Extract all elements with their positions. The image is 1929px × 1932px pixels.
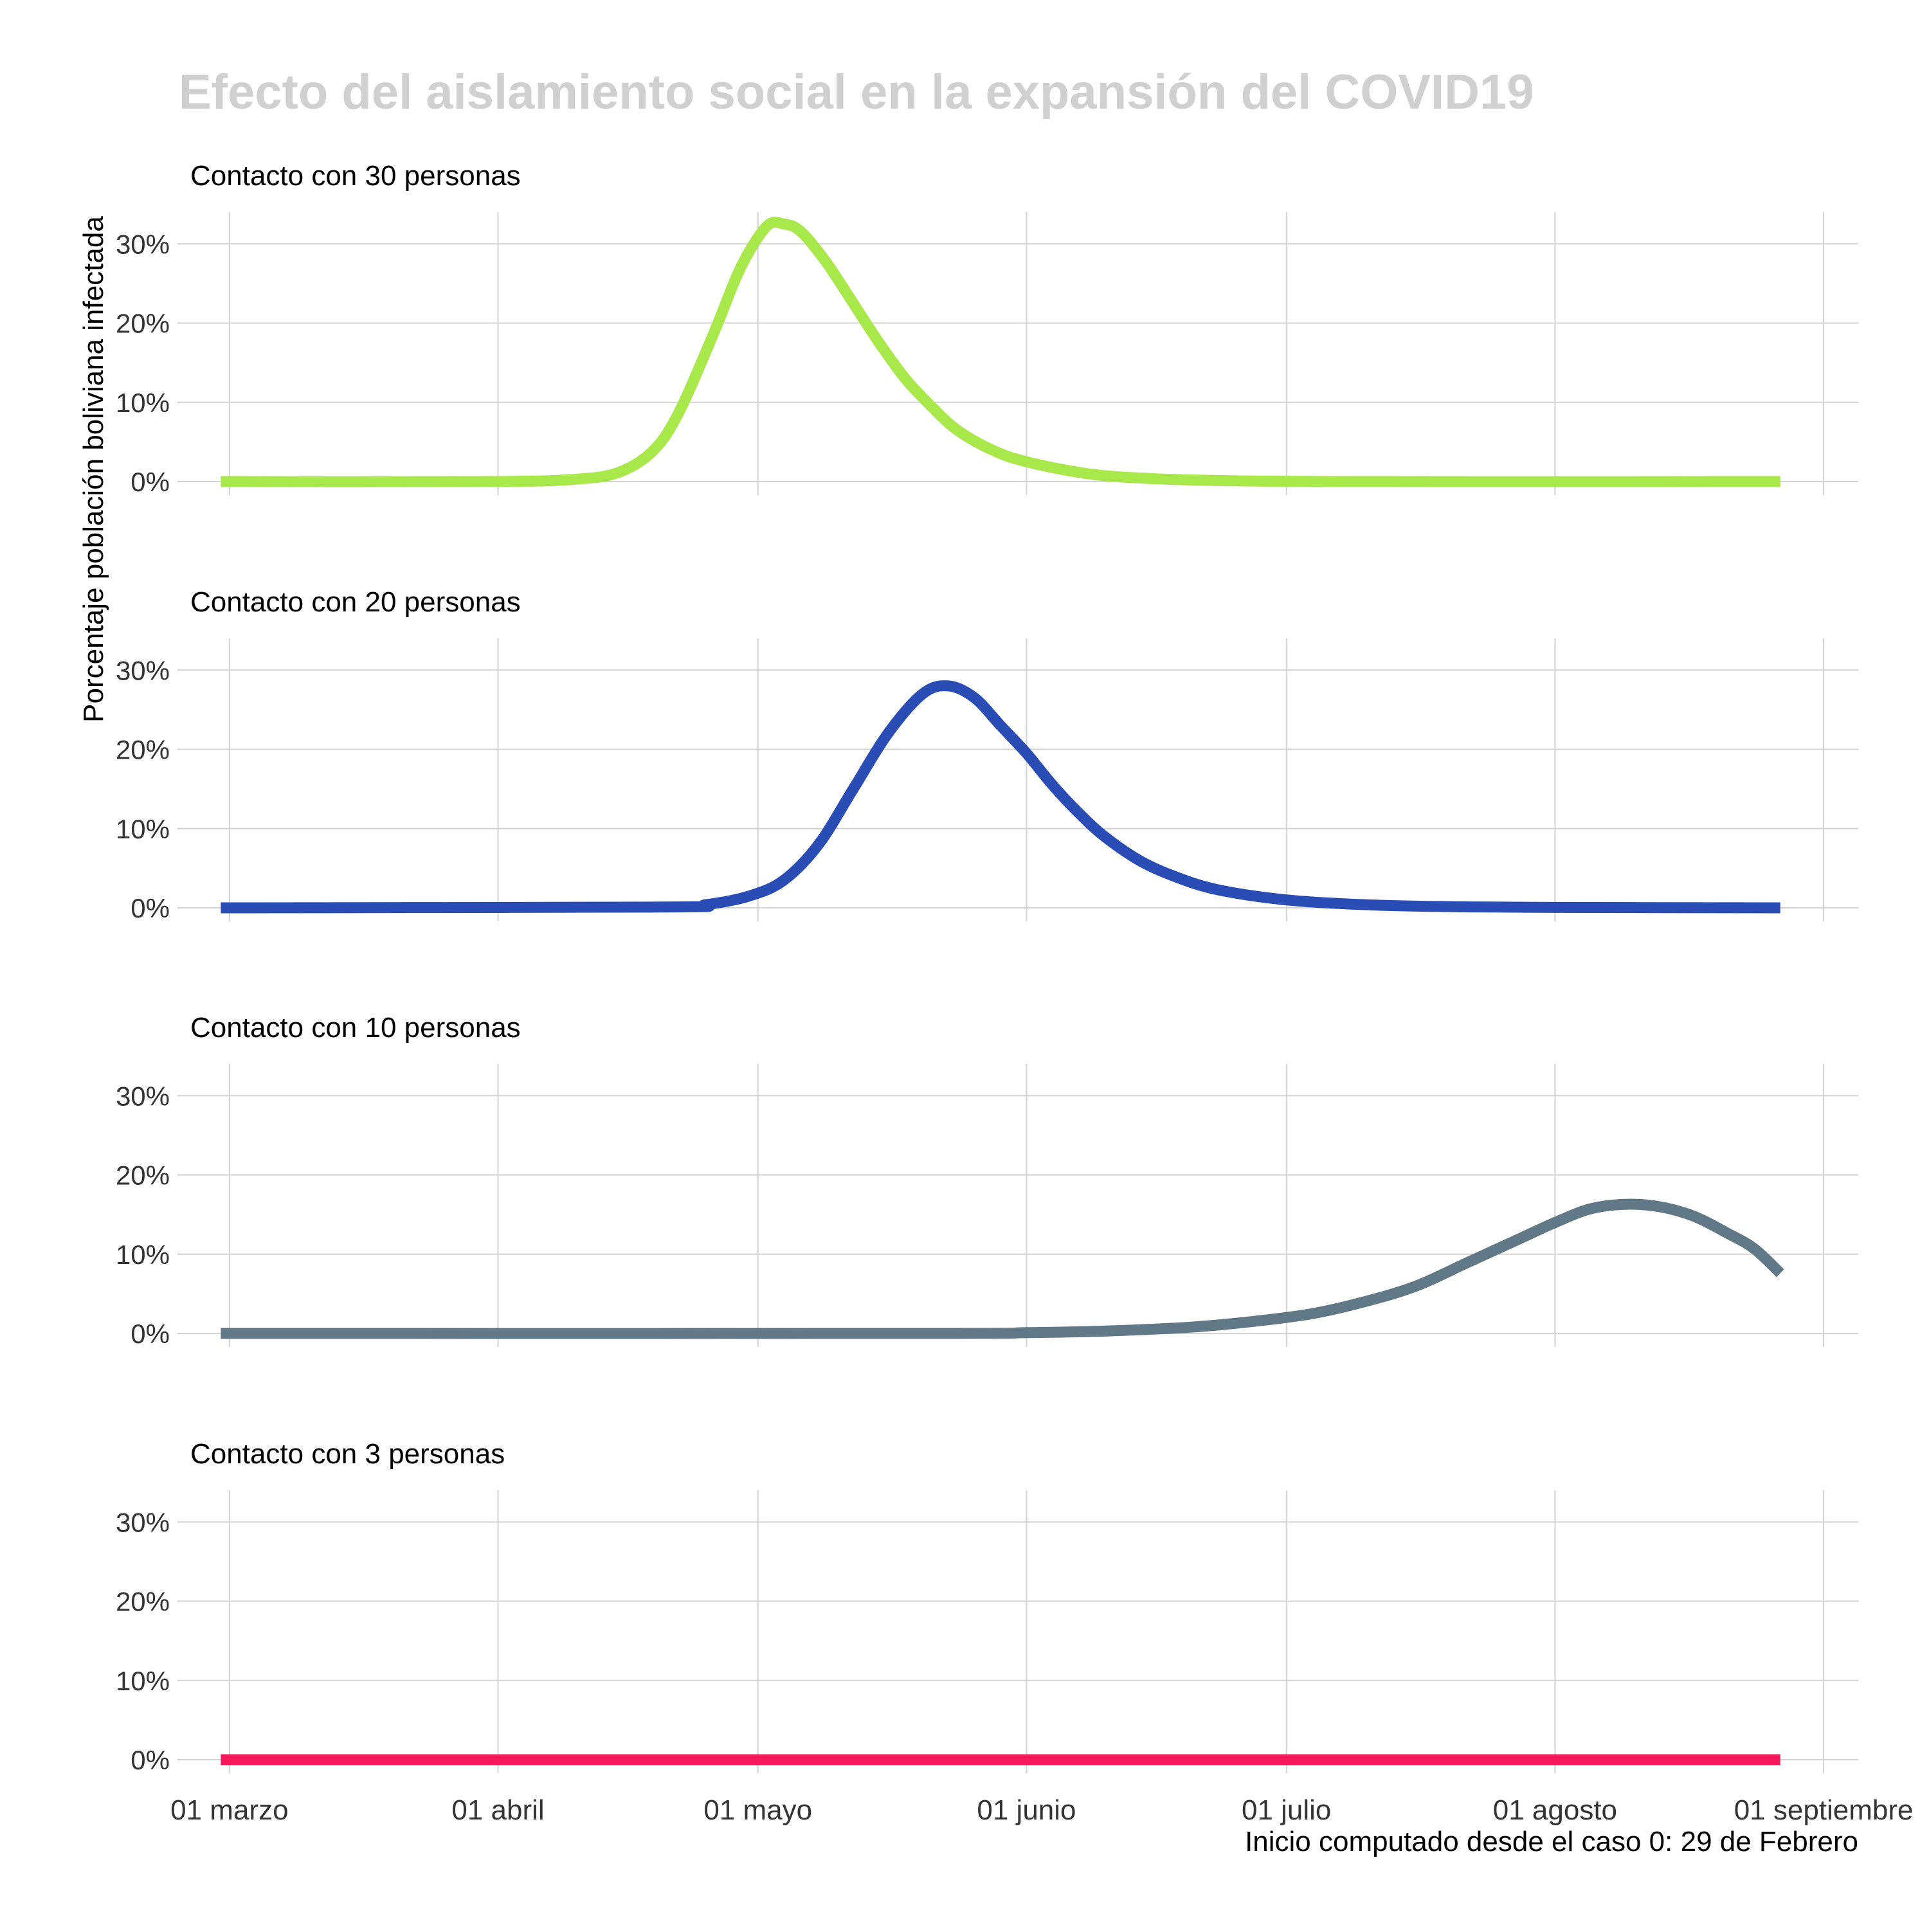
series-line — [221, 680, 1780, 914]
x-tick-label: 01 mayo — [703, 1794, 812, 1826]
panel: Contacto con 3 personas 0% 10% 20% 30% 01 mar… — [116, 1438, 1914, 1826]
panel-title: Contacto con 3 personas — [190, 1438, 505, 1470]
y-tick-label: 0% — [131, 467, 170, 497]
y-tick-label: 10% — [116, 1666, 170, 1696]
y-tick-label: 20% — [116, 309, 170, 339]
chart-title: Efecto del aislamiento social en la expa… — [179, 65, 1534, 120]
y-tick-label: 10% — [116, 814, 170, 844]
panel-title: Contacto con 20 personas — [190, 586, 521, 618]
x-tick-label: 01 junio — [977, 1794, 1076, 1826]
y-tick-label: 0% — [131, 893, 170, 923]
y-tick-label: 10% — [116, 388, 170, 418]
y-tick-label: 0% — [131, 1745, 170, 1775]
y-tick-label: 20% — [116, 1160, 170, 1191]
panel: Contacto con 30 personas 0% 10% 20% 30% — [116, 160, 1858, 497]
y-tick-label: 30% — [116, 655, 170, 685]
x-tick-label: 01 septiembre — [1734, 1794, 1914, 1826]
y-axis-label: Porcentaje población boliviana infectada — [78, 216, 109, 723]
x-tick-label: 01 abril — [451, 1794, 544, 1826]
y-tick-label: 30% — [116, 229, 170, 259]
panel: Contacto con 10 personas 0% 10% 20% 30% — [116, 1012, 1858, 1349]
series-line — [221, 217, 1780, 487]
chart-caption: Inicio computado desde el caso 0: 29 de … — [1245, 1826, 1858, 1857]
series-line — [221, 1198, 1784, 1339]
x-tick-label: 01 agosto — [1493, 1794, 1617, 1826]
y-tick-label: 30% — [116, 1507, 170, 1537]
x-tick-label: 01 julio — [1242, 1794, 1331, 1826]
y-tick-label: 10% — [116, 1240, 170, 1270]
panel-title: Contacto con 10 personas — [190, 1012, 521, 1043]
y-tick-label: 20% — [116, 735, 170, 765]
y-tick-label: 0% — [131, 1319, 170, 1349]
y-tick-label: 30% — [116, 1081, 170, 1111]
y-tick-label: 20% — [116, 1587, 170, 1617]
panel-title: Contacto con 30 personas — [190, 160, 521, 192]
x-tick-label: 01 marzo — [170, 1794, 288, 1826]
panel: Contacto con 20 personas 0% 10% 20% 30% — [116, 586, 1858, 923]
